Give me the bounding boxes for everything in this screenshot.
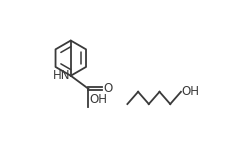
Text: O: O — [103, 82, 112, 95]
Text: OH: OH — [182, 85, 200, 98]
Text: HN: HN — [53, 69, 70, 82]
Text: OH: OH — [89, 93, 107, 106]
